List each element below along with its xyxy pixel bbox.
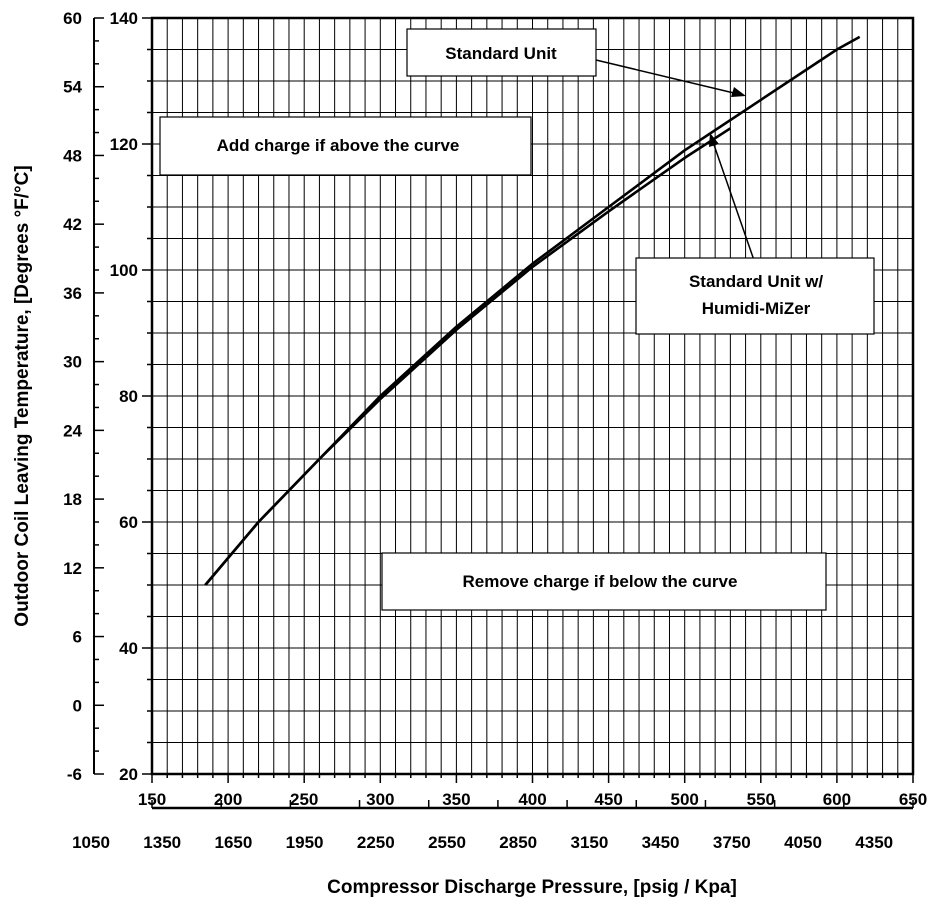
tick-label-psig: 550 [747,790,775,809]
tick-labels: 20 40 60 80 100 120 140 -6 0 6 12 18 24 30 36 42 48 54 60 1… [63,9,927,852]
annotation-add-charge: Add charge if above the curve [217,136,460,155]
y-axis-title: Outdoor Coil Leaving Temperature, [Degre… [12,165,33,626]
tick-label-kpa: 3150 [570,833,608,852]
tick-label-psig: 200 [214,790,242,809]
annotation-arrowhead-humidi [709,133,719,147]
tick-label-kpa: 1350 [143,833,181,852]
tick-label-fahrenheit: 120 [110,135,138,154]
tick-label-kpa: 3750 [713,833,751,852]
annotations: Standard Unit Add charge if above the cu… [159,28,875,611]
annotation-box-humidi [635,257,875,335]
tick-label-fahrenheit: 40 [119,639,138,658]
annotation-box-remove-charge [381,552,827,611]
tick-label-celsius: 36 [63,284,82,303]
tick-label-kpa: 4050 [784,833,822,852]
tick-label-celsius: -6 [67,765,82,784]
tick-label-psig: 650 [899,790,927,809]
tick-label-psig: 400 [518,790,546,809]
tick-label-psig: 600 [823,790,851,809]
tick-label-celsius: 42 [63,215,82,234]
tick-label-psig: 450 [594,790,622,809]
tick-label-kpa: 1650 [214,833,252,852]
annotation-standard-unit: Standard Unit [445,44,557,63]
tick-label-psig: 150 [138,790,166,809]
tick-label-psig: 500 [671,790,699,809]
annotation-humidi-line2: Humidi-MiZer [702,299,811,318]
tick-label-celsius: 18 [63,490,82,509]
tick-label-psig: 300 [366,790,394,809]
bottom-axis [151,774,914,810]
tick-label-fahrenheit: 60 [119,513,138,532]
tick-label-kpa: 4350 [855,833,893,852]
tick-label-fahrenheit: 100 [110,261,138,280]
tick-label-psig: 250 [290,790,318,809]
tick-label-kpa: 2250 [357,833,395,852]
tick-label-kpa: 2850 [499,833,537,852]
tick-label-celsius: 6 [73,628,82,647]
tick-label-kpa: 1950 [286,833,324,852]
tick-label-celsius: 12 [63,559,82,578]
tick-label-fahrenheit: 140 [110,9,138,28]
annotation-arrow-standard [595,59,739,95]
tick-label-fahrenheit: 80 [119,387,138,406]
tick-label-kpa: 2550 [428,833,466,852]
series-line-2 [204,127,732,586]
tick-label-kpa: 3450 [642,833,680,852]
tick-label-fahrenheit: 20 [119,765,138,784]
annotation-box-add-charge [159,116,532,176]
x-axis-title: Compressor Discharge Pressure, [psig / K… [327,877,737,898]
annotation-arrowhead-standard [731,87,746,97]
curves [204,35,861,586]
tick-label-celsius: 48 [63,146,82,165]
tick-label-celsius: 0 [73,696,82,715]
annotation-box-standard-unit [406,28,597,77]
tick-label-celsius: 24 [63,421,82,440]
tick-label-psig: 350 [442,790,470,809]
tick-label-celsius: 30 [63,353,82,372]
annotation-arrow-humidi [712,141,757,267]
annotation-humidi-line1: Standard Unit w/ [689,272,823,291]
tick-label-kpa: 1050 [72,833,110,852]
left-axis [93,17,152,775]
tick-label-celsius: 54 [63,78,82,97]
tick-label-celsius: 60 [63,9,82,28]
annotation-remove-charge: Remove charge if below the curve [463,572,738,591]
